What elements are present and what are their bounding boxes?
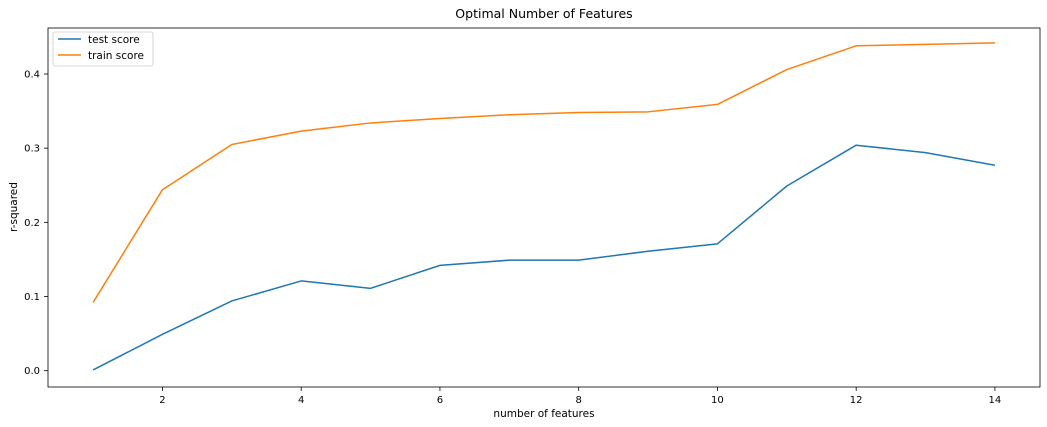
- x-tick-label: 12: [850, 395, 863, 406]
- series-line-test-score: [92, 144, 996, 371]
- x-tick-label: 14: [989, 395, 1002, 406]
- plot-area: [47, 27, 1041, 388]
- y-tick-label: 0.2: [24, 218, 40, 229]
- legend-label-test-score: test score: [88, 34, 140, 46]
- series-line-train-score: [92, 42, 995, 303]
- x-tick-label: 6: [437, 395, 443, 406]
- legend-box: [52, 31, 154, 67]
- x-tick-label: 10: [711, 395, 724, 406]
- y-tick-label: 0.1: [24, 292, 40, 303]
- x-tick-label: 2: [159, 395, 165, 406]
- x-tick-label: 4: [298, 395, 304, 406]
- x-axis-label: number of features: [493, 408, 594, 420]
- y-tick-label: 0.4: [24, 69, 40, 80]
- series-lines: [92, 42, 996, 371]
- y-axis: 0.0 0.1 0.2 0.3 0.4: [24, 69, 48, 377]
- x-axis: 2 4 6 8 10 12 14: [159, 387, 1001, 406]
- chart-title: Optimal Number of Features: [455, 6, 632, 21]
- y-axis-label: r-squared: [8, 182, 20, 232]
- legend-label-train-score: train score: [88, 50, 144, 62]
- y-tick-label: 0.3: [24, 144, 40, 155]
- legend: test score train score: [52, 31, 154, 67]
- y-tick-label: 0.0: [24, 366, 40, 377]
- x-tick-label: 8: [575, 395, 581, 406]
